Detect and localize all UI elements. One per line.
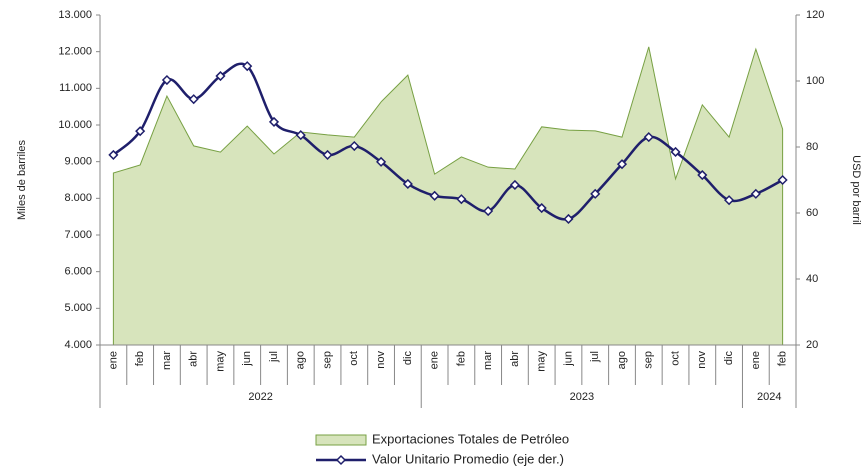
x-tick-label: mar: [482, 351, 494, 370]
x-tick-label: oct: [348, 351, 360, 366]
marker: [724, 195, 735, 206]
marker: [456, 194, 467, 205]
marker: [563, 213, 574, 225]
group-label: 2024: [757, 391, 781, 403]
y2-tick-label: 120: [806, 9, 824, 21]
x-tick-label: jul: [268, 351, 280, 363]
marker: [536, 202, 547, 214]
marker: [242, 61, 253, 72]
group-label: 2023: [570, 391, 594, 403]
marker: [616, 159, 628, 170]
y2-tick-label: 20: [806, 339, 818, 351]
y-tick-label: 8.000: [64, 192, 92, 204]
legend-swatch: [315, 434, 367, 446]
marker: [295, 130, 306, 141]
x-tick-label: feb: [455, 351, 467, 366]
x-tick-label: nov: [375, 351, 387, 369]
y-axis-label: Miles de barriles: [16, 139, 28, 220]
marker: [188, 94, 199, 105]
marker: [322, 149, 333, 160]
y-tick-label: 6.000: [64, 266, 92, 278]
x-tick-label: abr: [188, 351, 200, 367]
y-tick-label: 9.000: [64, 156, 92, 168]
marker: [135, 126, 146, 137]
legend-marker: [335, 454, 347, 466]
y2-tick-label: 80: [806, 141, 818, 153]
x-tick-label: dic: [723, 351, 735, 366]
x-tick-label: mar: [161, 351, 173, 370]
marker: [643, 132, 654, 143]
x-tick-label: may: [536, 351, 548, 372]
x-tick-label: jun: [241, 351, 253, 367]
marker: [161, 74, 172, 86]
x-tick-label: ene: [429, 351, 441, 369]
x-tick-label: sep: [321, 351, 333, 369]
y2-tick-label: 60: [806, 207, 818, 219]
marker: [777, 174, 788, 186]
legend-label: Valor Unitario Promedio (eje der.): [372, 451, 564, 466]
group-label: 2022: [248, 391, 272, 403]
marker: [268, 116, 280, 127]
marker: [509, 179, 520, 191]
y-tick-label: 4.000: [64, 339, 92, 351]
x-tick-label: oct: [669, 351, 681, 366]
legend-label: Exportaciones Totales de Petróleo: [372, 431, 569, 446]
marker: [108, 149, 119, 160]
x-tick-label: sep: [643, 351, 655, 369]
x-tick-label: jul: [589, 351, 601, 363]
x-tick-label: dic: [402, 351, 414, 366]
x-tick-label: abr: [509, 351, 521, 367]
y2-tick-label: 40: [806, 273, 818, 285]
y-tick-label: 10.000: [58, 119, 92, 131]
y2-axis-label: USD por barril: [850, 155, 862, 225]
y-tick-label: 12.000: [58, 46, 92, 58]
marker: [590, 188, 601, 199]
marker: [670, 146, 681, 158]
y-tick-label: 13.000: [58, 9, 92, 21]
x-tick-label: feb: [134, 351, 146, 366]
y2-tick-label: 100: [806, 75, 824, 87]
x-tick-label: may: [214, 351, 226, 372]
x-tick-label: nov: [696, 351, 708, 369]
x-tick-label: jun: [562, 351, 574, 367]
marker: [349, 140, 360, 152]
marker: [376, 156, 387, 167]
area: [112, 46, 784, 346]
y-tick-label: 11.000: [59, 82, 92, 94]
marker: [429, 190, 440, 201]
marker: [215, 70, 226, 82]
x-tick-label: ago: [616, 351, 628, 369]
x-tick-label: feb: [777, 351, 789, 366]
marker: [750, 188, 761, 199]
marker: [483, 205, 494, 217]
marker: [402, 178, 413, 190]
y-tick-label: 5.000: [64, 302, 92, 314]
x-tick-label: ago: [295, 351, 307, 369]
x-tick-label: ene: [107, 351, 119, 369]
marker: [697, 169, 708, 181]
x-tick-label: ene: [750, 351, 762, 369]
y-tick-label: 7.000: [64, 229, 92, 241]
